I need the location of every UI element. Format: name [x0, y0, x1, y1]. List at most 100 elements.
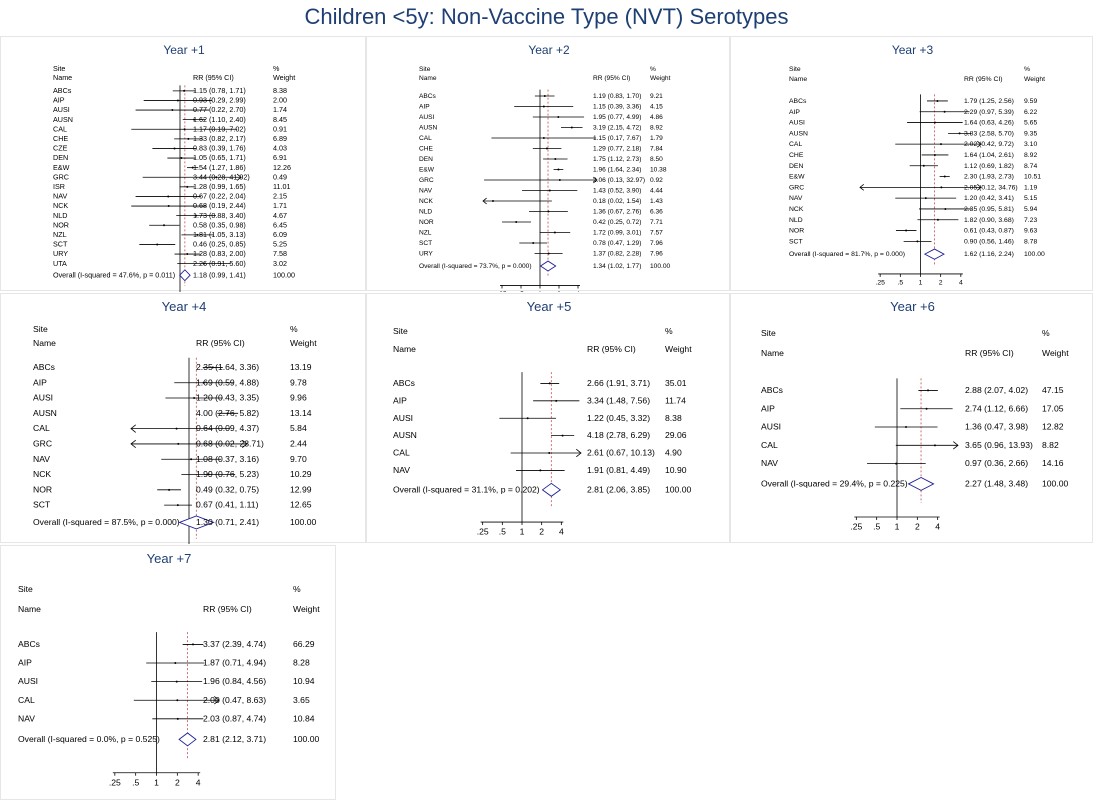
forest-plot-svg: Year +5 Site Name RR (95% CI)% Weight ABCs 2.6…	[393, 299, 692, 537]
ci-arrow-right	[977, 184, 982, 191]
point-estimate	[202, 381, 205, 384]
point-estimate	[168, 488, 171, 491]
rr-ci-label: 2.88 (2.07, 4.02)	[965, 385, 1028, 395]
weight-label: 7.23	[1024, 217, 1037, 224]
site-label: NAV	[419, 188, 433, 195]
site-label: AUSI	[18, 676, 38, 686]
point-estimate	[943, 110, 946, 113]
weight-label: 3.65	[293, 695, 310, 705]
ci-arrow-right	[977, 140, 982, 148]
overall-label: Overall (I-squared = 73.7%, p = 0.000)	[419, 263, 532, 270]
site-label: AUSN	[33, 408, 57, 418]
point-estimate	[922, 164, 925, 167]
x-tick-label: .25	[875, 280, 885, 287]
site-label: DEN	[419, 156, 433, 163]
header-rr-ci: RR (95% CI)	[964, 76, 1003, 83]
weight-label: 1.19	[1024, 184, 1037, 191]
rr-ci-label: 1.15 (0.39, 3.36)	[593, 104, 641, 111]
header-percent: %	[290, 324, 298, 334]
weight-label: 10.51	[1024, 174, 1041, 181]
x-tick-label: 4	[935, 522, 940, 532]
site-label: AUSN	[419, 125, 438, 132]
weight-label: 1.43	[650, 198, 663, 205]
point-estimate	[193, 397, 196, 400]
overall-label: Overall (I-squared = 47.6%, p = 0.011)	[53, 270, 175, 279]
weight-label: 47.15	[1042, 385, 1064, 395]
point-estimate	[557, 168, 560, 171]
overall-weight-label: 100.00	[290, 517, 317, 527]
point-estimate	[558, 179, 561, 182]
rr-ci-label: 1.22 (0.45, 3.32)	[587, 413, 650, 423]
point-estimate	[943, 175, 946, 178]
point-estimate	[226, 412, 229, 415]
rr-ci-label: 0.58 (0.35, 0.98)	[193, 220, 246, 229]
forest-panel-4: Year +4 Site Name RR (95% CI)% Weight ABCs 2.3…	[0, 293, 366, 544]
x-tick-label: 4	[576, 291, 580, 292]
panel-title: Year +2	[528, 43, 570, 57]
overall-diamond	[907, 476, 935, 491]
rr-ci-label: 1.37 (0.82, 2.28)	[593, 251, 641, 258]
overall-diamond	[539, 260, 557, 272]
site-label: SCT	[53, 240, 68, 249]
point-estimate	[163, 224, 166, 227]
weight-label: 0.49	[273, 172, 287, 181]
point-estimate	[491, 200, 494, 203]
rr-ci-label: 0.18 (0.02, 1.54)	[593, 198, 641, 205]
rr-ci-label: 1.62 (1.10, 2.40)	[193, 115, 246, 124]
site-label: SCT	[33, 500, 51, 510]
weight-label: 4.67	[273, 211, 287, 220]
x-tick-label: .5	[499, 527, 506, 537]
ci-arrow-right	[576, 448, 582, 458]
point-estimate	[176, 699, 179, 702]
weight-label: 2.00	[273, 96, 287, 105]
header-weight: Weight	[650, 75, 671, 82]
x-tick-label: .5	[897, 280, 903, 287]
rr-ci-label: 1.82 (0.90, 3.68)	[964, 217, 1014, 224]
rr-ci-label: 2.26 (0.91, 5.60)	[193, 259, 246, 268]
site-label: AUSI	[33, 393, 53, 403]
weight-label: 4.03	[273, 144, 287, 153]
point-estimate	[175, 427, 178, 430]
weight-label: 5.94	[1024, 206, 1037, 213]
site-label: URY	[419, 251, 433, 258]
site-label: AUSN	[393, 430, 417, 440]
weight-label: 29.06	[665, 430, 687, 440]
panel-title: Year +6	[890, 299, 935, 314]
rr-ci-label: 0.78 (0.47, 1.29)	[593, 240, 641, 247]
rr-ci-label: 2.06 (0.13, 32.97)	[593, 177, 645, 184]
weight-label: 10.29	[290, 469, 312, 479]
point-estimate	[202, 262, 205, 265]
point-estimate	[215, 176, 218, 179]
site-label: AUSI	[393, 413, 413, 423]
point-estimate	[192, 643, 195, 646]
x-tick-label: .5	[873, 522, 880, 532]
point-estimate	[905, 229, 908, 232]
weight-label: 8.82	[1042, 440, 1059, 450]
weight-label: 14.16	[1042, 458, 1064, 468]
site-label: DEN	[789, 163, 803, 170]
point-estimate	[958, 132, 961, 135]
point-estimate	[171, 109, 174, 112]
rr-ci-label: 1.81 (1.05, 3.13)	[193, 230, 246, 239]
header-rr-ci: RR (95% CI)	[965, 348, 1014, 358]
rr-ci-label: 1.96 (1.64, 2.34)	[593, 167, 641, 174]
point-estimate	[548, 189, 551, 192]
point-estimate	[177, 442, 180, 445]
x-tick-label: 4	[196, 777, 201, 787]
point-estimate	[183, 89, 186, 92]
site-label: ISR	[53, 182, 65, 191]
header-weight: Weight	[1042, 348, 1069, 358]
rr-ci-label: 1.91 (0.81, 4.49)	[587, 465, 650, 475]
site-label: NAV	[761, 458, 778, 468]
point-estimate	[515, 221, 518, 224]
rr-ci-label: 1.05 (0.65, 1.71)	[193, 153, 246, 162]
site-label: CAL	[761, 440, 778, 450]
site-label: AIP	[419, 104, 430, 111]
rr-ci-label: 0.61 (0.43, 0.87)	[964, 228, 1014, 235]
site-label: NOR	[33, 484, 52, 494]
x-tick-label: 1	[895, 522, 900, 532]
rr-ci-label: 1.75 (1.12, 2.73)	[593, 156, 641, 163]
point-estimate	[905, 426, 908, 429]
weight-label: 11.74	[665, 395, 686, 405]
ci-arrow-right	[593, 176, 598, 184]
